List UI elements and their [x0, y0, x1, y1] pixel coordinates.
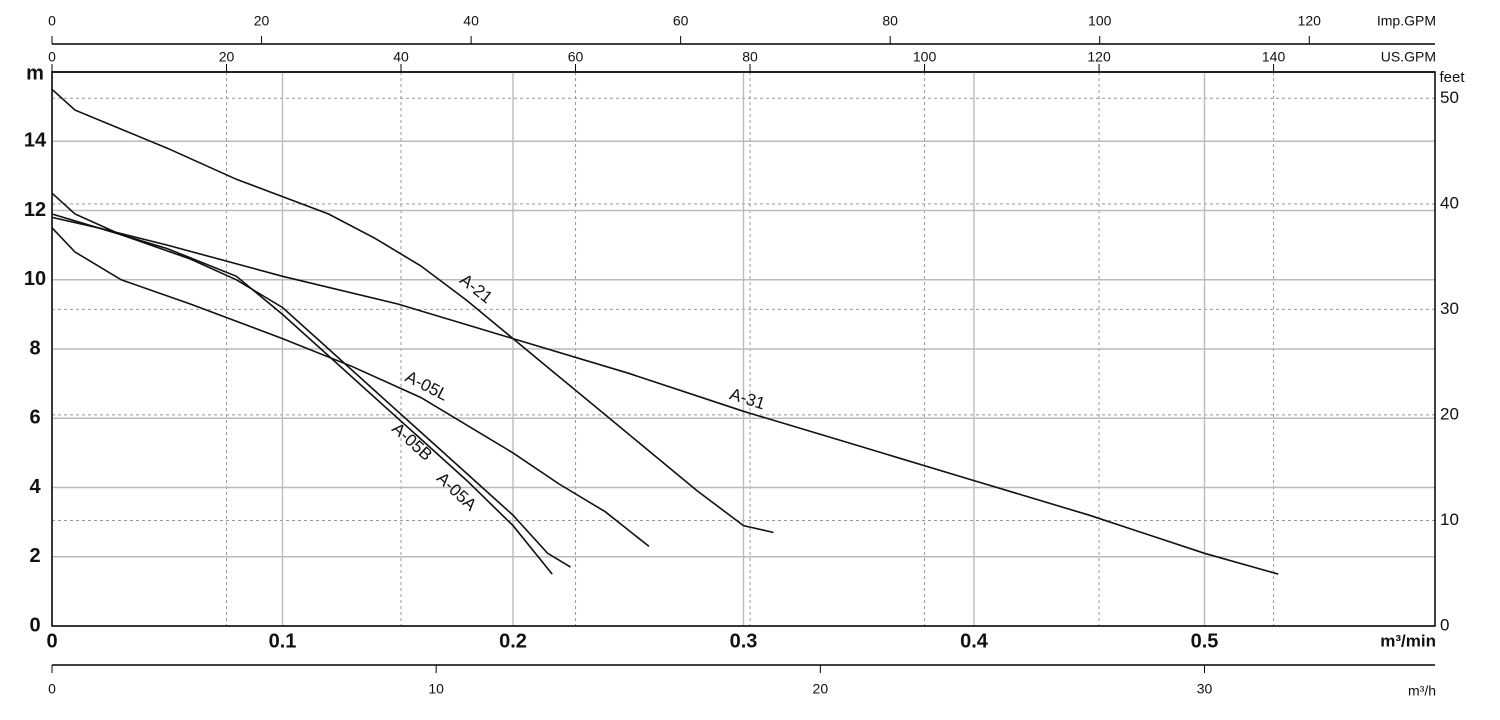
x-tick-label: 0.1: [269, 630, 297, 652]
curve-label: A-05L: [402, 367, 451, 405]
y2-tick-label: 10: [1440, 510, 1459, 529]
y-tick-label: 8: [29, 337, 40, 359]
y-tick-label: 0: [29, 614, 40, 636]
y-tick-label: 12: [24, 199, 46, 221]
x-tick-label: 0.4: [960, 630, 989, 652]
tick-label: 20: [219, 49, 235, 65]
tick-label: 100: [913, 49, 937, 65]
curve-label: A-31: [727, 384, 767, 413]
tick-label: 120: [1298, 13, 1322, 29]
tick-label: 80: [742, 49, 758, 65]
tick-label: 10: [428, 681, 444, 697]
m3h-axis-label: m³/h: [1408, 683, 1436, 699]
tick-label: 60: [568, 49, 584, 65]
y2-tick-label: 30: [1440, 299, 1459, 318]
x-tick-label: 0.5: [1191, 630, 1219, 652]
x-axis-label: m³/min: [1380, 631, 1436, 650]
curve-label: A-05B: [388, 419, 436, 465]
y2-tick-label: 40: [1440, 193, 1459, 212]
y-tick-label: 4: [29, 476, 41, 498]
y-tick-label: 6: [29, 407, 40, 429]
tick-label: 100: [1088, 13, 1112, 29]
curve-label: A-05A: [433, 468, 481, 515]
plot-frame: [51, 71, 1436, 627]
curve: [51, 213, 1279, 575]
y2-axis-label: feet: [1439, 69, 1465, 86]
tick-label: 80: [882, 13, 898, 29]
y-axis-label: m: [26, 62, 44, 84]
curve-label: A-21: [456, 270, 496, 307]
y-tick-label: 10: [24, 268, 46, 290]
y2-tick-label: 50: [1440, 88, 1459, 107]
tick-label: 0: [48, 13, 56, 29]
us-gpm-axis-label: US.GPM: [1381, 49, 1436, 65]
tick-label: 60: [673, 13, 689, 29]
tick-label: 20: [813, 681, 829, 697]
y-tick-label: 2: [29, 545, 40, 567]
tick-label: 140: [1262, 49, 1286, 65]
curve: [51, 216, 553, 575]
x-tick-label: 0.3: [730, 630, 758, 652]
imp-gpm-axis-label: Imp.GPM: [1377, 13, 1436, 29]
tick-label: 0: [48, 681, 56, 697]
y2-tick-label: 0: [1440, 615, 1449, 634]
tick-label: 40: [393, 49, 409, 65]
curve: [51, 88, 774, 534]
curve: [51, 192, 572, 568]
tick-label: 20: [254, 13, 270, 29]
x-tick-label: 0.2: [499, 630, 527, 652]
curve: [51, 227, 650, 548]
x-tick-label: 0: [46, 630, 57, 652]
y-tick-label: 14: [24, 130, 47, 152]
tick-label: 40: [463, 13, 479, 29]
tick-label: 120: [1087, 49, 1111, 65]
y2-tick-label: 20: [1440, 404, 1459, 423]
tick-label: 0: [48, 49, 56, 65]
tick-label: 30: [1197, 681, 1213, 697]
